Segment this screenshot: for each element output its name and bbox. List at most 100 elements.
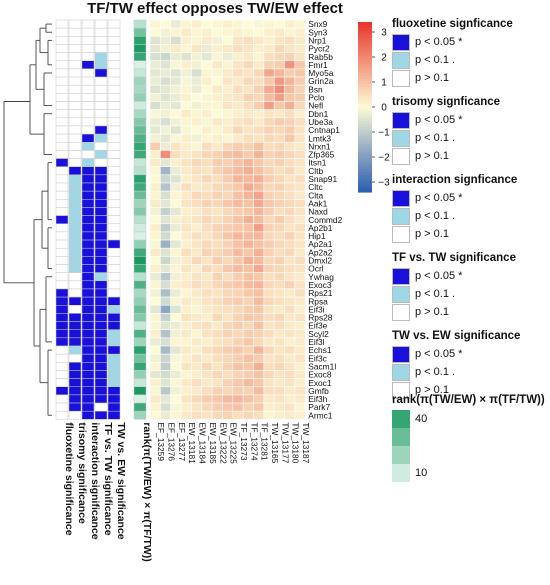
- heatmap-cell: [201, 239, 213, 249]
- heatmap-cell: [201, 304, 213, 314]
- annotation-cell: [68, 239, 82, 249]
- heatmap-cell: [294, 288, 306, 298]
- annotation-cell: [94, 345, 108, 355]
- heatmap-cell: [170, 345, 182, 355]
- heatmap-cell: [273, 125, 285, 135]
- annotation-cell: [107, 256, 121, 265]
- heatmap-cell: [253, 44, 265, 53]
- heatmap-cell: [201, 361, 213, 371]
- annotation-cell: [68, 133, 82, 143]
- colorbar-segment: [358, 121, 372, 125]
- heatmap-cell: [180, 337, 192, 347]
- annotation-cell: [107, 27, 121, 37]
- heatmap-cell: [242, 19, 254, 29]
- heatmap-cell: [284, 345, 296, 355]
- heatmap-cell: [263, 386, 275, 396]
- heatmap-cell: [222, 207, 234, 216]
- heatmap-cell: [201, 133, 213, 143]
- heatmap-cell: [273, 133, 285, 143]
- annotation-cell: [81, 370, 95, 379]
- annotation-cell: [81, 44, 95, 53]
- colorbar-segment: [358, 152, 372, 156]
- heatmap-cell: [149, 109, 161, 119]
- row-label: Ube3a: [308, 117, 333, 127]
- heatmap-cell: [253, 125, 265, 135]
- heatmap-cell: [149, 345, 161, 355]
- heatmap-cell: [211, 60, 223, 70]
- heatmap-cell: [170, 321, 182, 330]
- heatmap-cell: [170, 394, 182, 404]
- annotation-cell: [94, 199, 108, 208]
- heatmap-cell: [232, 199, 244, 208]
- heatmap-cell: [201, 370, 213, 379]
- heatmap-cell: [170, 378, 182, 388]
- heatmap-cell: [232, 125, 244, 135]
- heatmap-cell: [284, 174, 296, 184]
- annotation-cell: [68, 402, 82, 412]
- heatmap-cell: [160, 272, 172, 282]
- heatmap-cell: [263, 378, 275, 388]
- heatmap-cell: [160, 296, 172, 306]
- heatmap-cell: [180, 361, 192, 371]
- heatmap-cell: [170, 68, 182, 78]
- heatmap-cell: [242, 44, 254, 53]
- annotation-cell: [68, 182, 82, 192]
- heatmap-cell: [160, 370, 172, 379]
- column-label: TW_13165: [270, 422, 280, 463]
- column-label: TF_13281: [260, 422, 270, 461]
- heatmap-cell: [211, 35, 223, 45]
- heatmap-cell: [294, 272, 306, 282]
- annotation-cell: [94, 231, 108, 241]
- heatmap-cell: [273, 207, 285, 216]
- annotation-cell: [94, 247, 108, 257]
- annotation-cell: [68, 117, 82, 127]
- heatmap-cell: [211, 117, 223, 127]
- heatmap-cell: [170, 313, 182, 322]
- heatmap-cell: [263, 150, 275, 159]
- annotation-cell: [81, 410, 95, 420]
- annotation-cell: [55, 109, 69, 119]
- heatmap-cell: [263, 247, 275, 257]
- heatmap-cell: [222, 378, 234, 388]
- heatmap-cell: [149, 93, 161, 102]
- heatmap-cell: [284, 150, 296, 159]
- colorbar-segment: [358, 177, 372, 182]
- heatmap-cell: [294, 223, 306, 233]
- legend-item: p < 0.05 *: [392, 190, 517, 208]
- heatmap-cell: [284, 109, 296, 119]
- heatmap-cell: [170, 27, 182, 37]
- annotation-cell: [81, 296, 95, 306]
- heatmap-cell: [273, 52, 285, 62]
- heatmap-cell: [222, 288, 234, 298]
- legend-swatch: [392, 148, 410, 165]
- annotation-column-label: TW vs. EW significance: [115, 422, 127, 539]
- heatmap-cell: [284, 272, 296, 282]
- annotation-cell: [107, 288, 121, 298]
- heatmap-cell: [191, 272, 203, 282]
- heatmap-cell: [211, 199, 223, 208]
- heatmap-cell: [170, 215, 182, 225]
- heatmap-cell: [191, 76, 203, 86]
- annotation-cell: [55, 394, 69, 404]
- heatmap-cell: [160, 394, 172, 404]
- heatmap-cell: [222, 68, 234, 78]
- heatmap-cell: [191, 288, 203, 298]
- annotation-cell: [107, 133, 121, 143]
- colorbar-segment: [358, 143, 372, 148]
- legend-label: p > 0.1: [415, 306, 449, 318]
- heatmap-cell: [211, 76, 223, 86]
- legend-title: TW vs. EW significance: [392, 330, 521, 342]
- heatmap-cell: [211, 215, 223, 225]
- annotation-cell: [94, 84, 108, 94]
- heatmap-cell: [201, 76, 213, 86]
- heatmap-cell: [253, 19, 265, 29]
- annotation-cell: [94, 223, 108, 233]
- heatmap-cell: [149, 141, 161, 151]
- colorbar-segment: [358, 109, 372, 114]
- heatmap-cell: [242, 60, 254, 70]
- heatmap-cell: [253, 109, 265, 119]
- heatmap-cell: [180, 117, 192, 127]
- heatmap-cell: [201, 52, 213, 62]
- annotation-cell: [55, 150, 69, 159]
- heatmap-cell: [191, 84, 203, 94]
